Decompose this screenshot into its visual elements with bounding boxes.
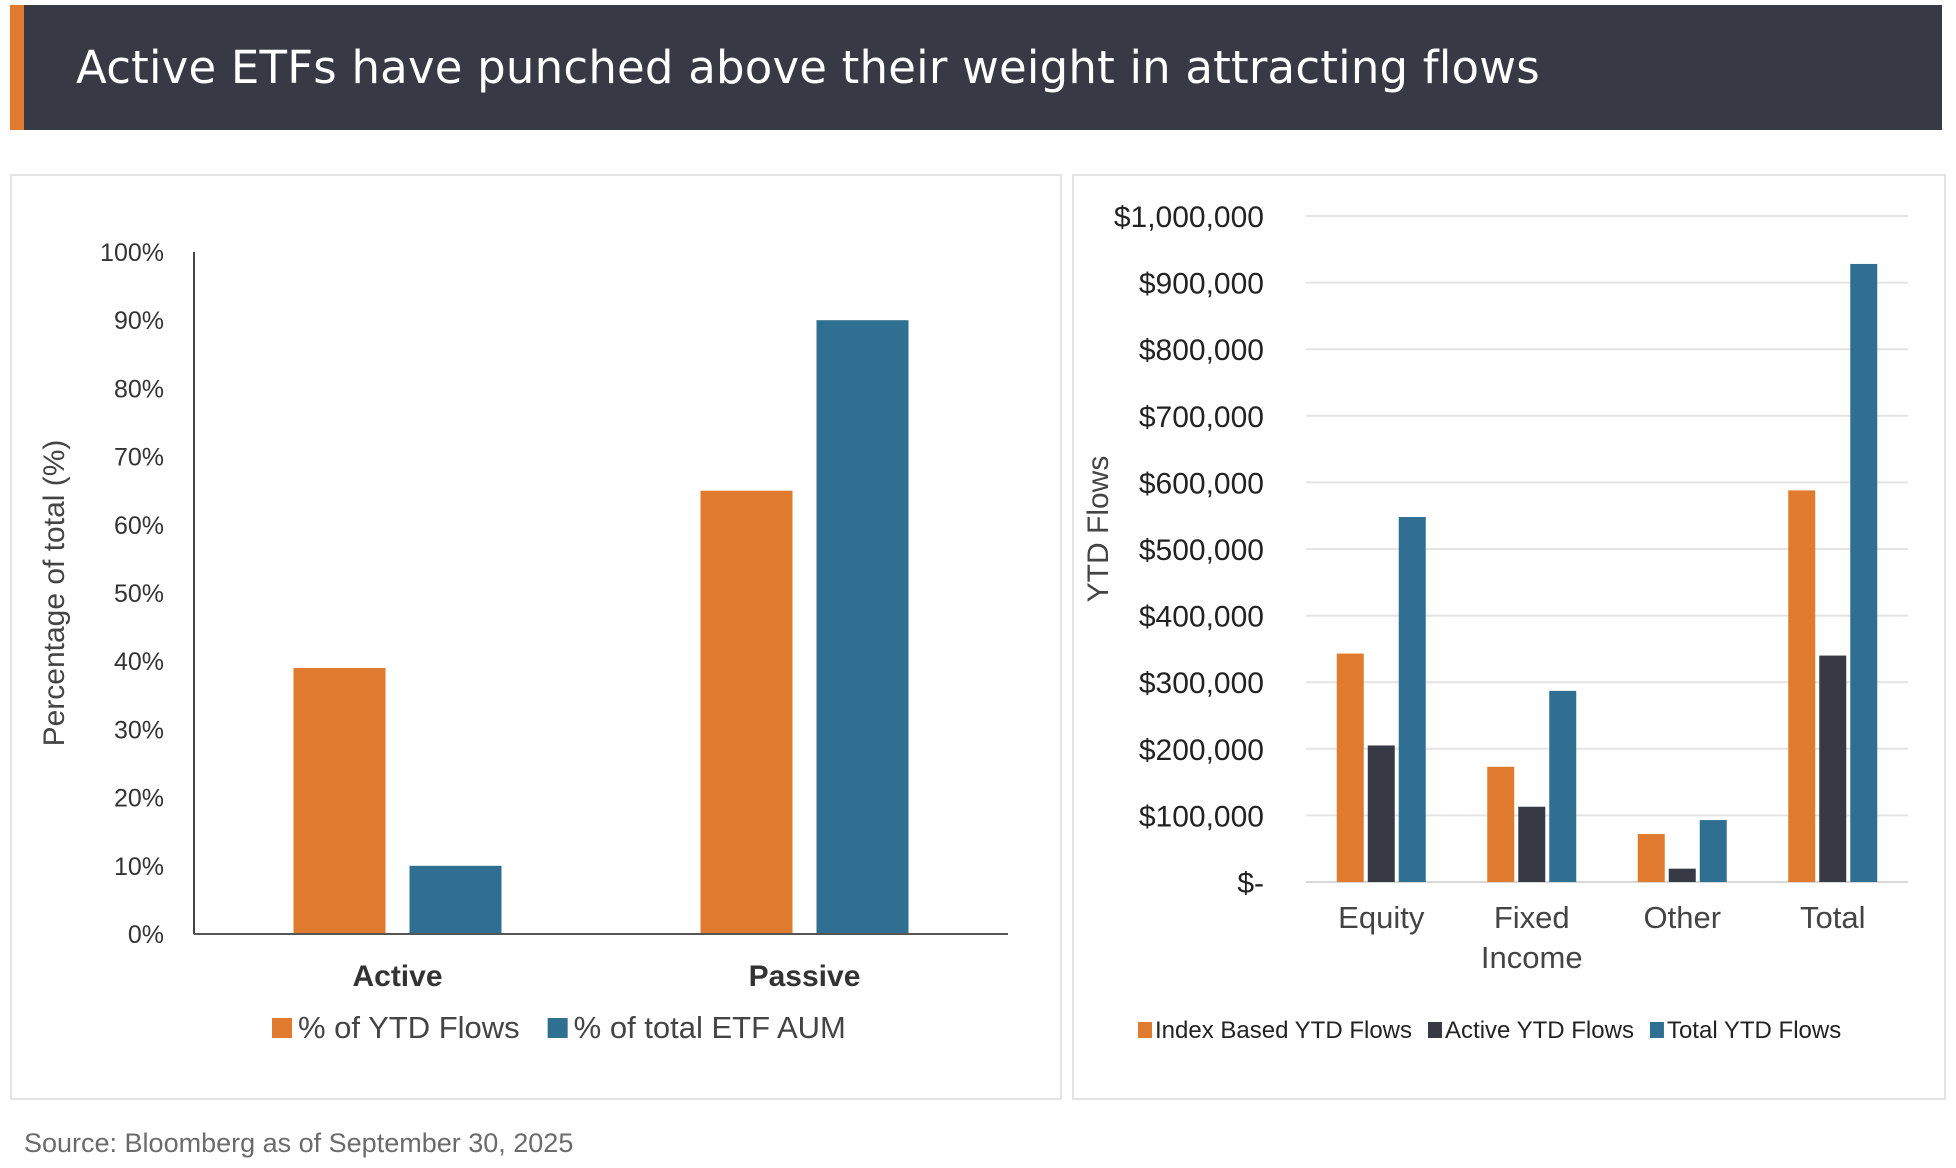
bar-equity-2 [1398, 517, 1426, 882]
x-category-label: Equity [1338, 900, 1425, 935]
x-category-label: Passive [749, 960, 861, 993]
bar-passive-0 [700, 490, 793, 934]
bar-active-0 [293, 668, 386, 934]
bar-total-0 [1788, 490, 1816, 882]
bar-fixed-income-0 [1487, 766, 1515, 882]
right-bar-chart: $- $100,000 $200,000 $300,000 $400,000 $500,0… [1082, 201, 1908, 1044]
y-tick-label: 100% [100, 239, 164, 267]
y-tick-label: 20% [114, 785, 164, 813]
source-note: Source: Bloomberg as of September 30, 20… [24, 1128, 574, 1158]
y-tick-label: $400,000 [1139, 601, 1264, 634]
legend-label: % of total ETF AUM [574, 1010, 846, 1045]
legend-label: Total YTD Flows [1667, 1017, 1841, 1044]
y-axis-title: YTD Flows [1082, 456, 1115, 603]
legend-swatch [272, 1018, 292, 1038]
bar-other-0 [1637, 834, 1665, 882]
y-tick-label: 80% [114, 375, 164, 403]
y-tick-label: 0% [128, 921, 164, 949]
banner-accent-bar [10, 5, 24, 130]
y-tick-label: 30% [114, 716, 164, 744]
title-banner: Active ETFs have punched above their wei… [10, 5, 1942, 130]
bar-fixed-income-1 [1518, 806, 1546, 882]
bar-other-1 [1668, 868, 1696, 882]
y-axis-title: Percentage of total (%) [38, 440, 71, 747]
bar-equity-0 [1336, 653, 1364, 882]
y-tick-label: 40% [114, 648, 164, 676]
y-tick-label: 10% [114, 853, 164, 881]
x-category-label: Fixed [1494, 900, 1570, 935]
y-tick-label: 50% [114, 580, 164, 608]
y-tick-label: 70% [114, 444, 164, 472]
y-tick-label: $300,000 [1139, 667, 1264, 700]
bar-fixed-income-2 [1549, 690, 1577, 882]
legend-swatch [547, 1018, 568, 1038]
y-tick-label: $900,000 [1139, 268, 1264, 301]
bar-total-1 [1819, 655, 1847, 882]
y-tick-label: 90% [114, 307, 164, 335]
legend-label: Index Based YTD Flows [1155, 1017, 1412, 1044]
y-tick-label: $700,000 [1139, 401, 1264, 434]
y-tick-label: $1,000,000 [1114, 201, 1264, 234]
y-tick-label: $600,000 [1139, 467, 1264, 500]
x-category-label: Active [352, 960, 442, 993]
legend-swatch [1428, 1022, 1443, 1038]
right-chart-panel: $- $100,000 $200,000 $300,000 $400,000 $500,0… [1072, 174, 1946, 1100]
y-tick-label: $100,000 [1139, 800, 1264, 833]
legend-swatch [1649, 1022, 1664, 1038]
y-tick-label: $- [1237, 867, 1264, 900]
legend-label: % of YTD Flows [298, 1010, 520, 1045]
x-category-label: Income [1481, 940, 1583, 975]
x-category-label: Total [1800, 900, 1865, 935]
y-tick-label: $500,000 [1139, 534, 1264, 567]
legend-label: Active YTD Flows [1445, 1017, 1634, 1044]
left-chart-panel: 0% 10% 20% 30% 40% 50% 60% 70% 80% 90% 100% Percent… [10, 174, 1062, 1100]
bar-passive-1 [816, 320, 909, 934]
bar-other-2 [1699, 820, 1727, 882]
x-category-label: Other [1643, 900, 1721, 935]
bar-total-2 [1850, 263, 1878, 882]
legend-swatch [1138, 1022, 1152, 1038]
bar-active-1 [409, 865, 502, 934]
y-tick-label: 60% [114, 512, 164, 540]
y-tick-label: $200,000 [1139, 734, 1264, 767]
bar-equity-1 [1367, 745, 1395, 882]
y-tick-label: $800,000 [1139, 334, 1264, 367]
left-bar-chart: 0% 10% 20% 30% 40% 50% 60% 70% 80% 90% 100% Percent… [38, 239, 1008, 1045]
page-title: Active ETFs have punched above their wei… [76, 41, 1540, 94]
